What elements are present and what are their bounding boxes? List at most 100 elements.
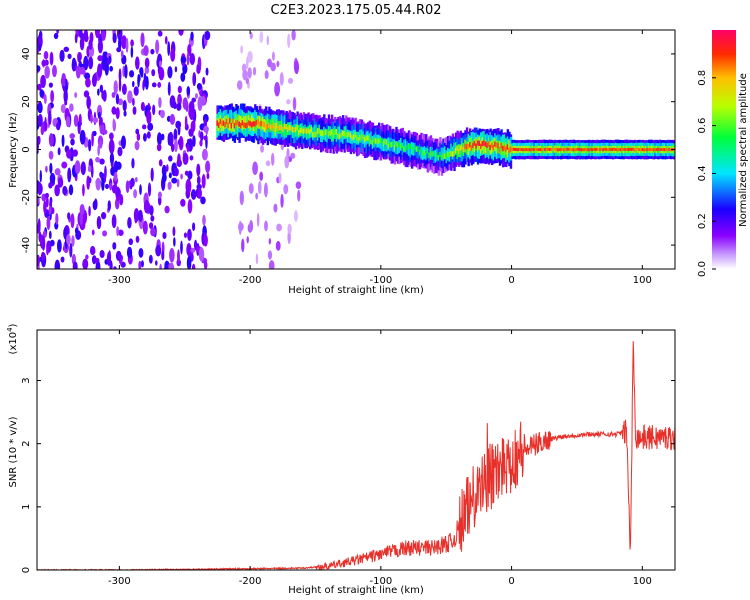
ridge-cell <box>483 140 486 146</box>
ridge-cell <box>453 150 456 157</box>
ridge-cell <box>594 148 597 152</box>
noise-blob <box>37 83 42 91</box>
ridge-cell <box>506 144 510 158</box>
noise-blob <box>159 109 165 119</box>
noise-blob <box>69 103 74 112</box>
ridge-cell <box>569 147 572 151</box>
ridge-cell <box>608 147 612 151</box>
noise-blob <box>142 80 145 91</box>
ridge-cell <box>343 131 346 137</box>
noise-blob <box>48 150 54 160</box>
ridge-cell <box>246 114 249 128</box>
noise-blob <box>69 133 76 139</box>
noise-blob <box>178 135 184 151</box>
ridge-cell <box>370 131 373 145</box>
noise-blob <box>255 192 259 200</box>
noise-blob <box>190 31 194 41</box>
ridge-cell <box>570 148 574 152</box>
y-tick-label: -20 <box>21 189 32 205</box>
noise-blob <box>97 63 103 78</box>
noise-blob <box>265 160 271 167</box>
ridge-cell <box>239 115 243 129</box>
noise-blob <box>70 147 74 162</box>
noise-blob <box>40 251 46 261</box>
ridge-cell <box>490 142 494 148</box>
noise-blob <box>264 220 268 232</box>
noise-blob <box>37 195 40 205</box>
noise-blob <box>124 64 128 79</box>
noise-blob <box>116 226 120 237</box>
ridge-cell <box>318 128 321 134</box>
noise-blob <box>158 60 162 67</box>
noise-blob <box>196 183 202 190</box>
ridge-cell <box>613 147 616 151</box>
noise-blob <box>150 167 154 182</box>
noise-blob <box>156 143 162 152</box>
ridge-cell <box>305 128 309 135</box>
ridge-cell <box>371 140 375 146</box>
noise-blob <box>37 182 43 195</box>
ridge-cell <box>586 148 590 152</box>
ridge-cell <box>509 146 513 152</box>
noise-blob <box>276 60 280 68</box>
ridge-cell <box>260 120 263 127</box>
noise-blob <box>106 58 111 65</box>
ridge-cell <box>618 148 621 152</box>
noise-blob <box>151 69 156 77</box>
ridge-cell <box>549 147 552 151</box>
noise-blob <box>164 36 168 45</box>
noise-blob <box>92 117 99 124</box>
noise-blob <box>82 258 89 269</box>
ridge-cell <box>431 151 434 157</box>
noise-blob <box>37 135 41 145</box>
ridge-cell <box>536 148 539 152</box>
noise-blob <box>109 132 114 140</box>
noise-blob <box>167 41 171 56</box>
ridge-cell <box>665 147 668 151</box>
ridge-cell <box>445 153 448 159</box>
noise-blob <box>187 199 193 214</box>
noise-blob <box>115 107 120 120</box>
ridge-cell <box>288 125 291 131</box>
ridge-cell <box>329 130 332 136</box>
noise-blob <box>149 205 154 216</box>
ridge-cell <box>335 129 339 135</box>
noise-blob <box>171 177 178 184</box>
ridge-cell <box>558 148 561 152</box>
noise-blob <box>95 177 101 191</box>
noise-blob <box>112 32 117 44</box>
ridge-cell <box>406 144 409 151</box>
noise-blob <box>130 46 134 58</box>
ridge-cell <box>313 131 317 138</box>
ridge-cell <box>315 124 318 138</box>
noise-blob <box>118 229 124 236</box>
ridge-cell <box>429 149 433 156</box>
noise-blob <box>283 184 289 195</box>
ridge-cell <box>271 125 274 131</box>
ridge-cell <box>512 147 516 151</box>
noise-blob <box>88 56 94 70</box>
noise-blob <box>183 232 188 238</box>
ridge-cell <box>337 126 340 140</box>
noise-blob <box>144 66 150 74</box>
ridge-cell <box>221 120 224 127</box>
noise-blob <box>138 209 143 222</box>
noise-blob <box>240 45 243 54</box>
noise-blob <box>256 212 260 227</box>
noise-blob <box>267 250 273 260</box>
noise-blob <box>87 165 92 173</box>
noise-blob <box>91 255 97 265</box>
noise-blob <box>49 162 53 174</box>
noise-blob <box>166 164 169 172</box>
noise-blob <box>242 69 248 81</box>
ridge-cell <box>454 147 458 154</box>
ridge-cell <box>348 131 351 137</box>
noise-blob <box>268 238 272 245</box>
noise-blob <box>130 177 135 187</box>
ridge-cell <box>356 135 359 141</box>
snr-panel: -300 -200 -100 0 100 0 1 2 3 Height of straight… <box>6 323 676 596</box>
colorbar-tick-label: 0.4 <box>697 165 708 181</box>
noise-blob <box>295 181 302 190</box>
ridge-cell <box>282 126 285 132</box>
ridge-cell <box>395 141 398 155</box>
